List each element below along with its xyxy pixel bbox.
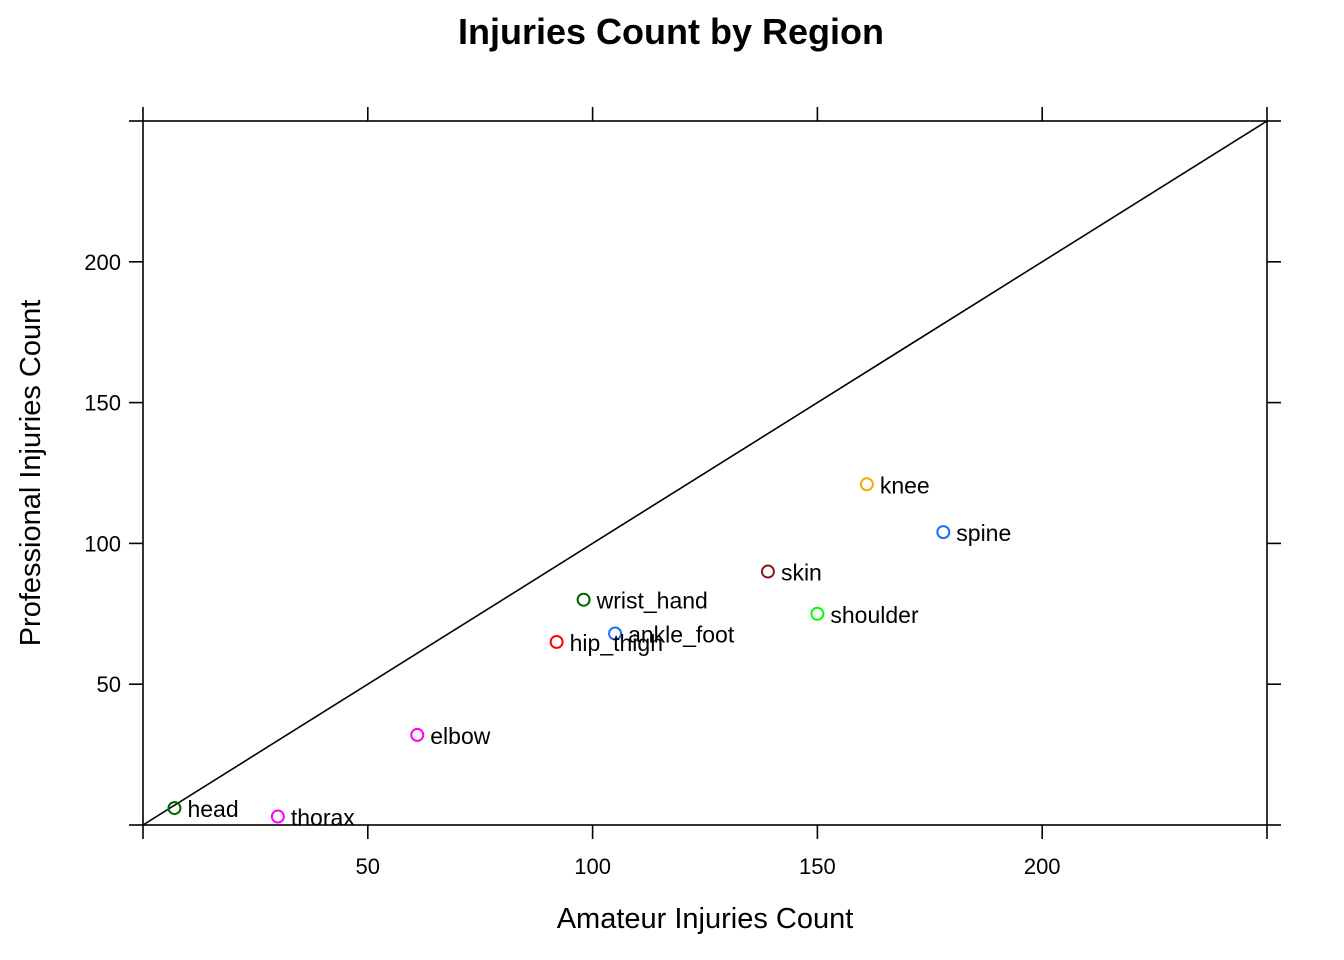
x-tick-label: 50 xyxy=(356,854,380,879)
data-points xyxy=(167,477,951,824)
y-tick-label: 200 xyxy=(84,250,121,275)
point-label-shoulder: shoulder xyxy=(830,602,919,628)
identity-reference-line xyxy=(142,120,1268,826)
point-shoulder xyxy=(810,606,825,621)
point-wrist_hand xyxy=(576,592,591,607)
axis-tick-labels: 50 100 150 200 50 100 150 200 xyxy=(84,250,1060,879)
plot-frame xyxy=(142,120,1268,826)
point-label-wrist_hand: wrist_hand xyxy=(596,588,708,614)
y-tick-label: 150 xyxy=(84,391,121,416)
point-ankle_foot xyxy=(608,626,623,641)
chart-title: Injuries Count by Region xyxy=(458,11,884,52)
point-label-ankle_foot: ankle_foot xyxy=(628,622,735,648)
point-label-knee: knee xyxy=(880,472,930,498)
x-tick-label: 100 xyxy=(574,854,611,879)
y-tick-label: 100 xyxy=(84,531,121,556)
point-label-skin: skin xyxy=(781,560,822,586)
x-tick-label: 150 xyxy=(799,854,836,879)
point-skin xyxy=(760,564,775,579)
point-label-thorax: thorax xyxy=(291,805,355,831)
point-head xyxy=(167,801,182,816)
point-label-hip_thigh: hip_thigh xyxy=(570,630,663,656)
axis-ticks xyxy=(129,107,1281,839)
point-thorax xyxy=(270,809,285,824)
x-axis-label: Amateur Injuries Count xyxy=(557,903,854,935)
point-label-head: head xyxy=(187,796,238,822)
point-hip_thigh xyxy=(549,634,564,649)
x-tick-label: 200 xyxy=(1024,854,1061,879)
y-tick-label: 50 xyxy=(97,672,121,697)
point-label-spine: spine xyxy=(956,520,1011,546)
y-axis-label: Professional Injuries Count xyxy=(15,300,47,647)
point-spine xyxy=(936,525,951,540)
point-elbow xyxy=(410,727,425,742)
data-point-labels: head thorax elbow hip_thigh wrist_hand ankle_… xyxy=(187,472,1011,830)
point-knee xyxy=(859,477,874,492)
point-label-elbow: elbow xyxy=(430,723,490,749)
